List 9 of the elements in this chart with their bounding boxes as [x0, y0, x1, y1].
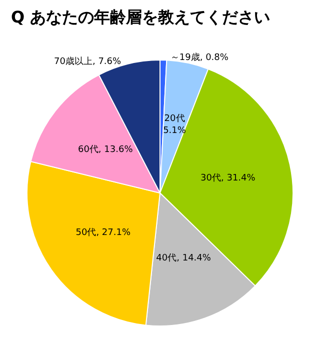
data-label: 5.1% [163, 126, 186, 136]
slice-label: 30代, 31.4% [200, 172, 256, 184]
chart-title: Q あなたの年齢層を教えてください [11, 8, 270, 26]
slice-label: 70歳以上, 7.6% [54, 56, 122, 67]
slice-label: 50代, 27.1% [76, 226, 131, 238]
slice-label: 60代, 13.6% [78, 144, 134, 156]
slice-label: 40代, 14.4% [156, 252, 212, 264]
slice-label: ～19歳, 0.8% [170, 52, 229, 64]
slice-label: 20代 [164, 113, 185, 124]
